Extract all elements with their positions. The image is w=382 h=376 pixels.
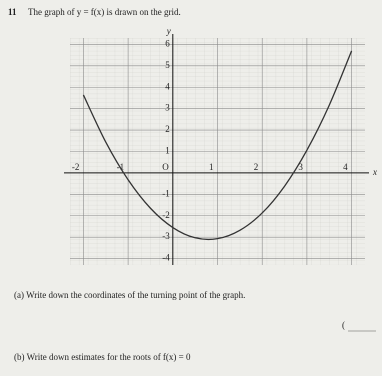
y-tick-label: 2 — [165, 124, 170, 134]
y-axis-label: y — [166, 26, 171, 36]
y-tick-label: -3 — [162, 231, 170, 241]
intro-text: The graph of y = f(x) is drawn on the gr… — [28, 7, 181, 17]
y-tick-label: 1 — [165, 146, 170, 156]
x-tick-label: 4 — [343, 162, 348, 172]
y-tick-label: 3 — [165, 103, 170, 113]
y-tick-label: 4 — [165, 81, 170, 91]
answer-bracket: ( — [342, 320, 345, 330]
question-a: (a) Write down the coordinates of the tu… — [14, 290, 245, 300]
y-tick-label: 6 — [165, 38, 170, 48]
x-tick-label: O — [162, 162, 169, 172]
question-number: 11 — [8, 7, 17, 17]
x-axis-label: x — [372, 167, 377, 177]
x-tick-label: 1 — [209, 162, 214, 172]
y-tick-label: -4 — [162, 253, 170, 263]
x-tick-label: 2 — [254, 162, 259, 172]
y-tick-label: -2 — [162, 210, 170, 220]
question-b: (b) Write down estimates for the roots o… — [14, 352, 191, 362]
x-tick-label: -2 — [72, 162, 80, 172]
curve — [82, 50, 353, 241]
y-tick-label: -1 — [162, 188, 170, 198]
x-tick-label: 3 — [298, 162, 303, 172]
y-tick-label: 5 — [165, 60, 170, 70]
